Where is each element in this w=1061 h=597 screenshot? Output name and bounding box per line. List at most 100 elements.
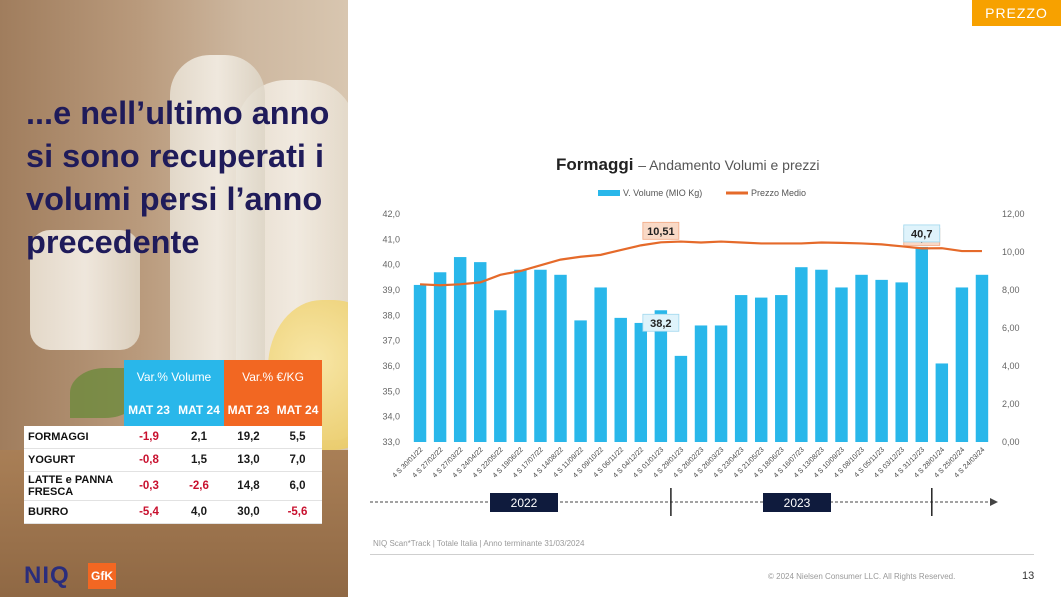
volume-bar: [514, 269, 527, 442]
legend-label: Prezzo Medio: [751, 188, 806, 198]
year-box: [763, 493, 831, 512]
y-right-tick-label: 12,00: [1002, 209, 1025, 219]
table-cell: 13,0: [224, 448, 273, 472]
volume-bar: [474, 262, 487, 442]
volume-callout-label: 38,2: [650, 318, 671, 330]
y-right-tick-label: 0,00: [1002, 437, 1020, 447]
volume-bar: [574, 320, 587, 442]
table-cell: 7,0: [273, 448, 322, 472]
volume-bar: [855, 274, 868, 442]
volume-bar: [554, 274, 567, 442]
row-label: FORMAGGI: [24, 426, 124, 449]
table-cell: -5,6: [273, 500, 322, 524]
volume-bar: [413, 284, 427, 442]
y-left-tick-label: 41,0: [382, 234, 400, 244]
price-line: [419, 240, 982, 287]
table-cell: 30,0: [224, 500, 273, 524]
volume-bar: [754, 297, 768, 442]
y-right-tick-label: 4,00: [1002, 361, 1020, 371]
table-cell: -0,3: [124, 471, 174, 501]
y-left-tick-label: 35,0: [382, 386, 400, 396]
volume-bar: [955, 287, 969, 442]
legend-label: V. Volume (MIO Kg): [623, 188, 702, 198]
volume-bar: [915, 246, 928, 442]
volume-bar: [875, 279, 888, 442]
section-tag: PREZZO: [972, 0, 1061, 26]
copyright: © 2024 Nielsen Consumer LLC. All Rights …: [768, 572, 956, 581]
table-cell: 1,5: [174, 448, 224, 472]
table-cell: 2,1: [174, 426, 224, 449]
y-left-tick-label: 34,0: [382, 412, 400, 422]
y-right-tick-label: 6,00: [1002, 323, 1020, 333]
volume-bar: [935, 363, 949, 442]
volume-bar: [694, 325, 708, 442]
column-header: MAT 24: [273, 394, 322, 426]
legend-swatch-volume: [598, 190, 620, 196]
y-left-tick-label: 38,0: [382, 310, 400, 320]
footer-divider: [370, 554, 1034, 555]
year-box: [490, 493, 558, 512]
table-cell: -2,6: [174, 471, 224, 501]
price-callout-label: 10,51: [647, 226, 675, 238]
price-group-header: Var.% €/KG: [224, 360, 322, 394]
row-label: LATTE e PANNA FRESCA: [24, 471, 124, 501]
column-header: MAT 23: [124, 394, 174, 426]
volume-bar: [795, 267, 808, 442]
chart-subtitle: – Andamento Volumi e prezzi: [638, 157, 820, 173]
price-callout-box: [642, 221, 680, 240]
column-header: MAT 24: [174, 394, 224, 426]
row-label: YOGURT: [24, 448, 124, 472]
table-cell: 4,0: [174, 500, 224, 524]
y-right-tick-label: 10,00: [1002, 247, 1025, 257]
volume-bar: [634, 322, 648, 442]
volume-bar: [674, 355, 688, 442]
table-row: YOGURT -0,8 1,5 13,0 7,0: [24, 448, 322, 472]
volume-bar: [654, 310, 668, 442]
table-row: FORMAGGI -1,9 2,1 19,2 5,5: [24, 426, 322, 449]
gfk-logo: GfK: [88, 563, 116, 589]
page-number: 13: [1022, 570, 1035, 582]
niq-logo: NIQ: [24, 562, 70, 589]
volume-price-chart: 33,0 34,0 35,0 36,0 37,0 38,0 39,0 40,0 41,0 42,0…: [370, 188, 1025, 516]
volume-bar: [614, 317, 627, 442]
volume-bar: [734, 295, 748, 442]
volume-bar: [815, 269, 828, 442]
y-left-tick-label: 36,0: [382, 361, 400, 371]
volume-bar: [714, 325, 728, 442]
table-cell: -1,9: [124, 426, 174, 449]
variation-table: Var.% Volume Var.% €/KG MAT 23 MAT 24 MA…: [24, 360, 322, 524]
volume-callout-label: 40,7: [911, 228, 932, 240]
volume-bar: [975, 274, 989, 442]
volume-bar: [775, 295, 788, 442]
volume-bar: [895, 282, 908, 442]
table-cell: 5,5: [273, 426, 322, 449]
source-note: NIQ Scan*Track | Totale Italia | Anno te…: [373, 539, 585, 548]
volume-bar: [534, 269, 547, 442]
volume-bar: [453, 257, 467, 442]
volume-bar: [494, 310, 507, 442]
column-header: MAT 23: [224, 394, 273, 426]
chart-title: Formaggi – Andamento Volumi e prezzi: [556, 155, 820, 175]
chart-title-main: Formaggi: [556, 155, 634, 174]
y-left-tick-label: 33,0: [382, 437, 400, 447]
timeline-arrow: [990, 498, 998, 506]
y-left-tick-label: 42,0: [382, 209, 400, 219]
row-label: BURRO: [24, 500, 124, 524]
y-left-tick-label: 37,0: [382, 336, 400, 346]
y-left-tick-label: 39,0: [382, 285, 400, 295]
volume-bar: [594, 287, 607, 442]
volume-callout-box: [642, 313, 680, 332]
table-cell: 14,8: [224, 471, 273, 501]
yogurt-jar-image: [30, 230, 140, 350]
table-row: LATTE e PANNA FRESCA -0,3 -2,6 14,8 6,0: [24, 471, 322, 501]
table-cell: 6,0: [273, 471, 322, 501]
volume-bar: [433, 272, 447, 442]
y-right-tick-label: 8,00: [1002, 285, 1020, 295]
y-left-tick-label: 40,0: [382, 260, 400, 270]
volume-bar: [835, 287, 848, 442]
year-label: 2022: [511, 496, 538, 510]
table-cell: -5,4: [124, 500, 174, 524]
table-row: BURRO -5,4 4,0 30,0 -5,6: [24, 500, 322, 524]
volume-callout-box: [903, 224, 941, 243]
y-right-tick-label: 2,00: [1002, 399, 1020, 409]
